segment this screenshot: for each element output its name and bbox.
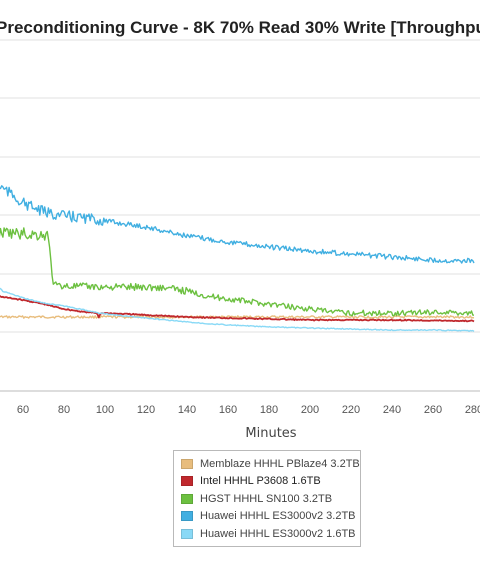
- x-tick-label: 280: [465, 404, 480, 416]
- legend-swatch: [181, 528, 193, 539]
- grid-layer: [0, 39, 480, 392]
- x-tick-label: 100: [96, 404, 114, 416]
- legend-label: Intel HHHL P3608 1.6TB: [200, 475, 321, 488]
- chart-title: Preconditioning Curve - 8K 70% Read 30% …: [0, 18, 480, 37]
- x-tick-label: 60: [17, 404, 29, 416]
- legend-swatch: [181, 493, 193, 504]
- x-tick-label: 220: [342, 404, 360, 416]
- x-axis-label: Minutes: [245, 426, 296, 441]
- legend: Memblaze HHHL PBlaze4 3.2TB Intel HHHL P3…: [173, 450, 361, 547]
- x-tick-label: 260: [424, 404, 442, 416]
- x-tick-label: 140: [178, 404, 196, 416]
- legend-item: Intel HHHL P3608 1.6TB: [181, 473, 360, 491]
- series-line-2: [0, 294, 475, 323]
- series-layer: [0, 185, 475, 332]
- legend-item: Huawei HHHL ES3000v2 1.6TB: [181, 525, 360, 543]
- legend-swatch: [181, 458, 193, 469]
- legend-label: Memblaze HHHL PBlaze4 3.2TB: [200, 457, 360, 470]
- legend-item: HGST HHHL SN100 3.2TB: [181, 490, 360, 508]
- series-line-3: [0, 227, 475, 317]
- x-tick-label: 160: [219, 404, 237, 416]
- series-line-1: [0, 315, 475, 319]
- legend-item: Memblaze HHHL PBlaze4 3.2TB: [181, 455, 360, 473]
- legend-label: HGST HHHL SN100 3.2TB: [200, 492, 333, 505]
- series-line-4: [0, 185, 475, 264]
- x-tick-label: 200: [301, 404, 319, 416]
- x-tick-label: 120: [137, 404, 155, 416]
- series-line-5: [0, 287, 475, 332]
- x-tick-label: 180: [260, 404, 278, 416]
- legend-label: Huawei HHHL ES3000v2 3.2TB: [200, 510, 356, 523]
- x-tick-label: 240: [383, 404, 401, 416]
- legend-swatch: [181, 511, 193, 522]
- tick-labels: 608010012014016018020022024026028040: [17, 404, 480, 416]
- legend-item: Huawei HHHL ES3000v2 3.2TB: [181, 508, 360, 526]
- x-tick-label: 80: [58, 404, 70, 416]
- legend-label: Huawei HHHL ES3000v2 1.6TB: [200, 527, 356, 540]
- legend-swatch: [181, 476, 193, 487]
